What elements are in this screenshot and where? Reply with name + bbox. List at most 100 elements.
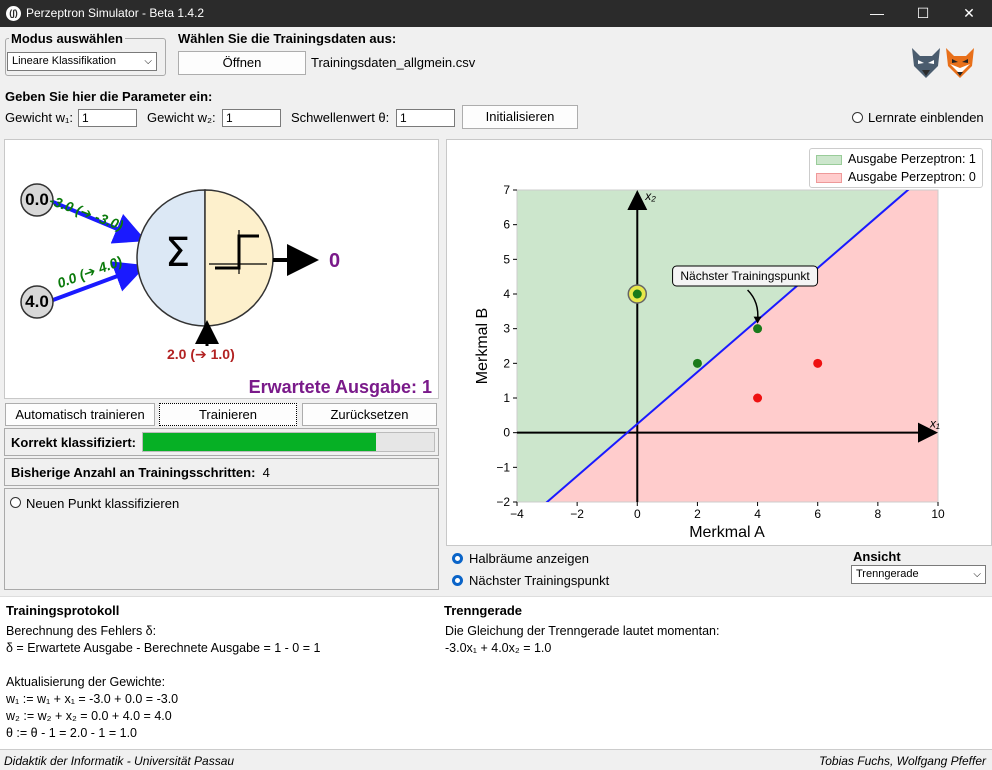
next-point-radio[interactable] [452, 575, 463, 586]
plot-frame [516, 189, 939, 503]
expected-output: Erwartete Ausgabe: 1 [248, 377, 432, 397]
w2-input[interactable]: 1 [222, 109, 281, 127]
open-button[interactable]: Öffnen [178, 51, 306, 75]
data-point-class-1 [632, 289, 642, 299]
input1-value: 0.0 [25, 190, 49, 209]
x-tick-label: 4 [754, 507, 761, 521]
mode-label: Modus auswählen [9, 31, 125, 46]
steps-group [4, 458, 439, 486]
log-line: Berechnung des Fehlers δ: [6, 624, 157, 638]
w1-label: Gewicht w₁: [5, 110, 73, 125]
input1-node [20, 183, 54, 217]
learnrate-radio[interactable] [852, 112, 863, 123]
learnrate-label: Lernrate einblenden [868, 110, 984, 125]
theta-text: 2.0 (➔ 1.0) [167, 346, 235, 362]
fox-logo-icon [946, 48, 974, 78]
close-icon[interactable]: ✕ [963, 5, 975, 21]
view-select[interactable]: Trenngerade ⌵ [851, 565, 986, 584]
y-tick-label: 7 [503, 183, 510, 197]
sum-half [136, 189, 206, 327]
steps-label: Bisherige Anzahl an Trainingsschritten: [11, 465, 256, 480]
separator-line: Die Gleichung der Trenngerade lautet mom… [445, 624, 720, 638]
annotation-box [672, 265, 819, 287]
separator-equation: -3.0x₁ + 4.0x₂ = 1.0 [445, 641, 552, 655]
x-tick-label: 2 [694, 507, 701, 521]
y-tick-label: 2 [503, 356, 510, 370]
y-tick-label: −1 [496, 460, 510, 474]
x1-axis-name: x₁ [929, 417, 940, 431]
data-point-class-0 [753, 393, 763, 403]
classify-radio[interactable] [10, 497, 21, 508]
neuron-panel: 0.0 4.0 -3.0 (➔ -3.0) 0.0 (➔ 4.0) Σ 0 2.… [4, 139, 439, 399]
y-tick-label: 3 [503, 322, 510, 336]
bottom-panel [0, 596, 992, 749]
theta-input[interactable]: 1 [396, 109, 455, 127]
footer-right: Tobias Fuchs, Wolfgang Pfeffer [819, 754, 986, 768]
legend-label-0: Ausgabe Perzeptron: 0 [848, 170, 976, 184]
next-point-label: Nächster Trainingspunkt [469, 573, 610, 588]
chart-legend: Ausgabe Perzeptron: 1 Ausgabe Perzeptron… [809, 148, 983, 188]
log-line: θ := θ - 1 = 2.0 - 1 = 1.0 [6, 726, 137, 740]
x-axis-label: Merkmal A [689, 524, 765, 541]
x-tick-label: −4 [510, 507, 524, 521]
data-point-class-1 [692, 358, 702, 368]
training-log: Berechnung des Fehlers δ: δ = Erwartete … [6, 623, 426, 742]
w1-input[interactable]: 1 [78, 109, 137, 127]
reset-button[interactable]: Zurücksetzen [302, 403, 437, 426]
input2-node [20, 285, 54, 319]
x2-axis-name: x₂ [644, 189, 656, 203]
y-tick-label: −2 [496, 495, 510, 509]
data-point-class-1 [753, 324, 763, 334]
minimize-icon[interactable]: — [870, 5, 884, 21]
maximize-icon[interactable]: ☐ [916, 5, 930, 21]
log-line: Aktualisierung der Gewichte: [6, 675, 166, 689]
legend-swatch-red [816, 173, 842, 183]
separator-info: Die Gleichung der Trenngerade lautet mom… [445, 623, 845, 657]
view-label: Ansicht [853, 549, 901, 564]
neuron-diagram [20, 183, 319, 346]
mode-select[interactable]: Lineare Klassifikation ⌵ [7, 52, 157, 71]
footer-left: Didaktik der Informatik - Universität Pa… [4, 754, 235, 768]
sum-symbol: Σ [165, 230, 191, 276]
legend-label-1: Ausgabe Perzeptron: 1 [848, 152, 976, 166]
wolf-logo-icon [912, 48, 940, 78]
mode-selected-value: Lineare Klassifikation [12, 55, 116, 67]
annotation-text: Nächster Trainingspunkt [680, 269, 810, 283]
params-label: Geben Sie hier die Parameter ein: [5, 89, 213, 104]
log-line: w₁ := w₁ + x₁ = -3.0 + 0.0 = -3.0 [6, 692, 179, 706]
x-tick-label: −2 [570, 507, 584, 521]
chevron-down-icon: ⌵ [973, 569, 981, 580]
log-line: w₂ := w₂ + x₂ = 0.0 + 4.0 = 4.0 [6, 709, 172, 723]
steps-value: 4 [262, 465, 270, 480]
train-button[interactable]: Trainieren [159, 403, 297, 426]
initialize-button[interactable]: Initialisieren [462, 105, 578, 129]
log-line: δ = Erwartete Ausgabe - Berechnete Ausga… [6, 641, 321, 655]
auto-train-button[interactable]: Automatisch trainieren [5, 403, 155, 426]
chevron-down-icon: ⌵ [144, 56, 152, 67]
y-tick-label: 1 [503, 391, 510, 405]
theta-label: Schwellenwert θ: [291, 110, 390, 125]
legend-swatch-green [816, 155, 842, 165]
halfspaces-label: Halbräume anzeigen [469, 551, 589, 566]
y-tick-label: 4 [503, 287, 510, 301]
correct-label: Korrekt klassifiziert: [11, 435, 136, 450]
correct-progressbar [142, 432, 435, 452]
title-bar: (∫) Perzeptron Simulator - Beta 1.4.2 — … [0, 0, 992, 27]
x-tick-label: 6 [814, 507, 821, 521]
correct-group [4, 428, 439, 456]
view-selected-value: Trenngerade [856, 568, 919, 580]
training-data-label: Wählen Sie die Trainingsdaten aus: [178, 31, 397, 46]
halfspaces-radio[interactable] [452, 553, 463, 564]
input2-value: 4.0 [25, 292, 49, 311]
footer [0, 749, 992, 770]
steps-row: Bisherige Anzahl an Trainingsschritten: … [11, 465, 270, 480]
app-icon: (∫) [6, 6, 21, 21]
window-title: Perzeptron Simulator - Beta 1.4.2 [26, 6, 205, 20]
x-tick-label: 0 [634, 507, 641, 521]
decision-boundary-line [545, 190, 910, 502]
y-tick-label: 0 [503, 426, 510, 440]
w2-label: Gewicht w₂: [147, 110, 216, 125]
classify-group [4, 488, 439, 590]
y-tick-label: 5 [503, 252, 510, 266]
